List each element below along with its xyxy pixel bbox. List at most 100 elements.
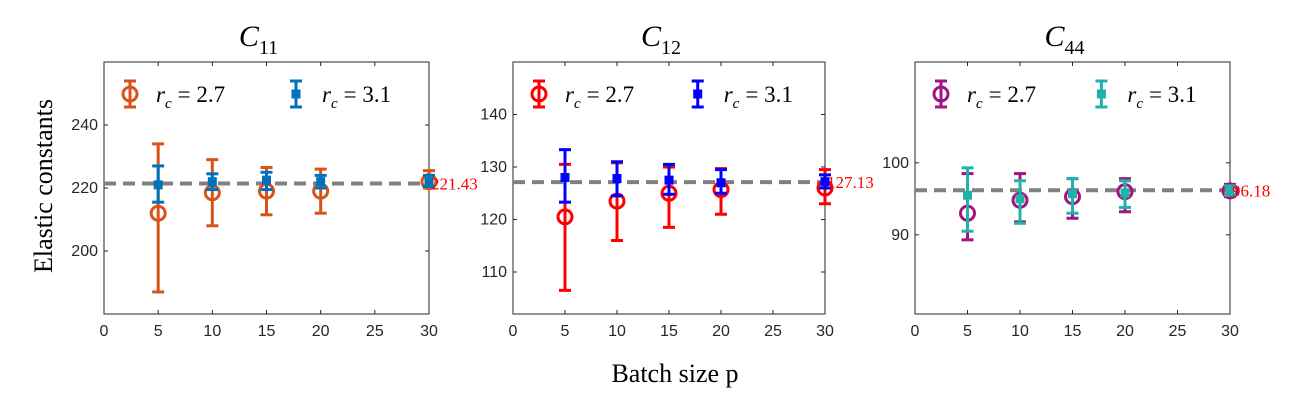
panel-3-legend-value: = 3.1 [1149, 82, 1196, 107]
x-axis-label: Batch size p [611, 359, 738, 388]
panel-2-xtick-label: 5 [561, 323, 570, 340]
panel-2-s2-point [560, 173, 570, 182]
panel-1-xtick-label: 0 [100, 323, 109, 340]
y-axis-label: Elastic constants [29, 99, 58, 273]
panel-1-xtick-label: 15 [258, 323, 276, 340]
panel-3-xtick-label: 30 [1221, 323, 1239, 340]
panel-2-s2-point [716, 178, 726, 188]
panel-2-ytick-label: 110 [481, 264, 507, 281]
panel-3-title: C44 [1044, 20, 1084, 59]
panel-1-legend-errorbar [124, 79, 136, 109]
panel-1-xtick-label: 30 [420, 323, 438, 340]
panel-3-legend-label: rc = 2.7 [967, 82, 1036, 112]
panel-1-xtick-label: 25 [366, 323, 384, 340]
panel-3-xtick-label: 0 [911, 323, 920, 340]
panel-3-ytick-label: 100 [882, 155, 909, 172]
panel-2-legend-entry-1: rc = 2.7 [530, 79, 634, 112]
panel-1-ytick-label: 240 [71, 117, 98, 134]
panel-2-title-main: C [641, 20, 662, 53]
panel-2-title-sub: 12 [661, 37, 681, 59]
panel-3-series-2 [961, 166, 1236, 233]
panel-2-series-2 [559, 148, 831, 204]
panel-3-xtick-label: 5 [963, 323, 972, 340]
panel-1-series-1 [149, 142, 438, 294]
panel-3-legend-marker [932, 85, 950, 103]
panel-3-legend-entry-2: rc = 3.1 [1095, 79, 1197, 112]
panel-2-legend-sub: c [574, 96, 581, 112]
panel-2-legend-var: r [565, 82, 575, 107]
panel-2-legend-value: = 2.7 [587, 82, 634, 107]
panel-2-ytick-label: 140 [480, 107, 507, 124]
panel-1-legend-var: r [322, 82, 332, 107]
panel-3-legend-entry-1: rc = 2.7 [932, 79, 1036, 112]
panel-1-legend-marker [121, 85, 139, 103]
panel-2-xtick-label: 30 [816, 323, 834, 340]
panel-1-title: C11 [239, 20, 278, 59]
panel-3-legend-errorbar [935, 79, 947, 109]
panel-3-legend-value: = 2.7 [989, 82, 1036, 107]
panel-3-legend-marker [1096, 89, 1106, 99]
panel-1-series-2 [152, 164, 435, 204]
panel-2-legend-marker [530, 85, 548, 103]
panel-3-s1-point [1221, 182, 1239, 200]
panel-2-s2-point [820, 177, 830, 187]
panel-2-legend-value: = 3.1 [745, 82, 792, 107]
panel-1-legend-entry-2: rc = 3.1 [290, 79, 391, 112]
panel-2-legend-label: rc = 2.7 [565, 82, 634, 112]
panel-3-title-main: C [1044, 20, 1065, 53]
panel-1-xtick-label: 10 [203, 323, 221, 340]
panel-1-legend-sub: c [331, 96, 338, 112]
panel-3-s2-point [963, 190, 972, 200]
panel-2-xtick-label: 10 [608, 323, 626, 340]
panel-1-legend-label: rc = 2.7 [156, 82, 225, 112]
panel-2-xtick-label: 20 [712, 323, 730, 340]
panel-1-s2-point [207, 177, 217, 187]
panel-3-xtick-label: 15 [1064, 323, 1082, 340]
panel-3-legend-sub: c [976, 96, 983, 112]
panel-2-legend-errorbar [533, 79, 545, 109]
panel-1-legend-value: = 2.7 [178, 82, 225, 107]
panel-2-legend-label: rc = 3.1 [724, 82, 793, 112]
panel-2-s2-point [664, 175, 674, 185]
panel-1-s1-point [149, 204, 167, 222]
panel-2-reference-label: 127.13 [827, 173, 874, 192]
panel-3-s2-point [1015, 194, 1025, 204]
panel-1-ytick-label: 200 [71, 243, 98, 260]
panel-1-legend-sub: c [165, 96, 172, 112]
panel-1-legend-label: rc = 3.1 [322, 82, 391, 112]
panel-3-s2-point [1120, 188, 1130, 198]
panel-1-s2-point [316, 177, 326, 187]
panel-3-legend-label: rc = 3.1 [1127, 82, 1196, 112]
panel-3-s2-point [1225, 185, 1235, 195]
panel-1-s2-point [262, 175, 271, 185]
panel-1-title-sub: 11 [259, 37, 278, 59]
panel-3-xtick-label: 20 [1116, 323, 1134, 340]
panel-1-xtick-label: 20 [312, 323, 330, 340]
panel-1-legend-marker [291, 89, 301, 99]
panel-3-xtick-label: 10 [1011, 323, 1029, 340]
panel-2-ytick-label: 120 [480, 212, 507, 229]
panel-3-title-sub: 44 [1065, 37, 1085, 59]
panel-2-legend-marker [693, 89, 703, 99]
panel-1-s1-errorbar [206, 158, 219, 228]
panel-3-legend-var: r [967, 82, 977, 107]
panel-1-s2-point [424, 177, 434, 187]
panel-1-xtick-label: 5 [154, 323, 163, 340]
panel-3-legend-var: r [1127, 82, 1137, 107]
panel-2-xtick-label: 25 [764, 323, 782, 340]
panel-2-s1-point [556, 208, 574, 226]
panel-3-ytick-label: 90 [891, 227, 909, 244]
panel-2-s2-point [612, 174, 622, 184]
panel-3-series-1 [959, 172, 1239, 242]
panel-1-legend-value: = 3.1 [344, 82, 391, 107]
panel-1-ytick-label: 220 [71, 180, 98, 197]
panel-3-reference-label: 96.18 [1232, 181, 1270, 200]
panel-3-xtick-label: 25 [1169, 323, 1187, 340]
panel-1-legend-entry-1: rc = 2.7 [121, 79, 225, 112]
panel-1-legend-var: r [156, 82, 166, 107]
